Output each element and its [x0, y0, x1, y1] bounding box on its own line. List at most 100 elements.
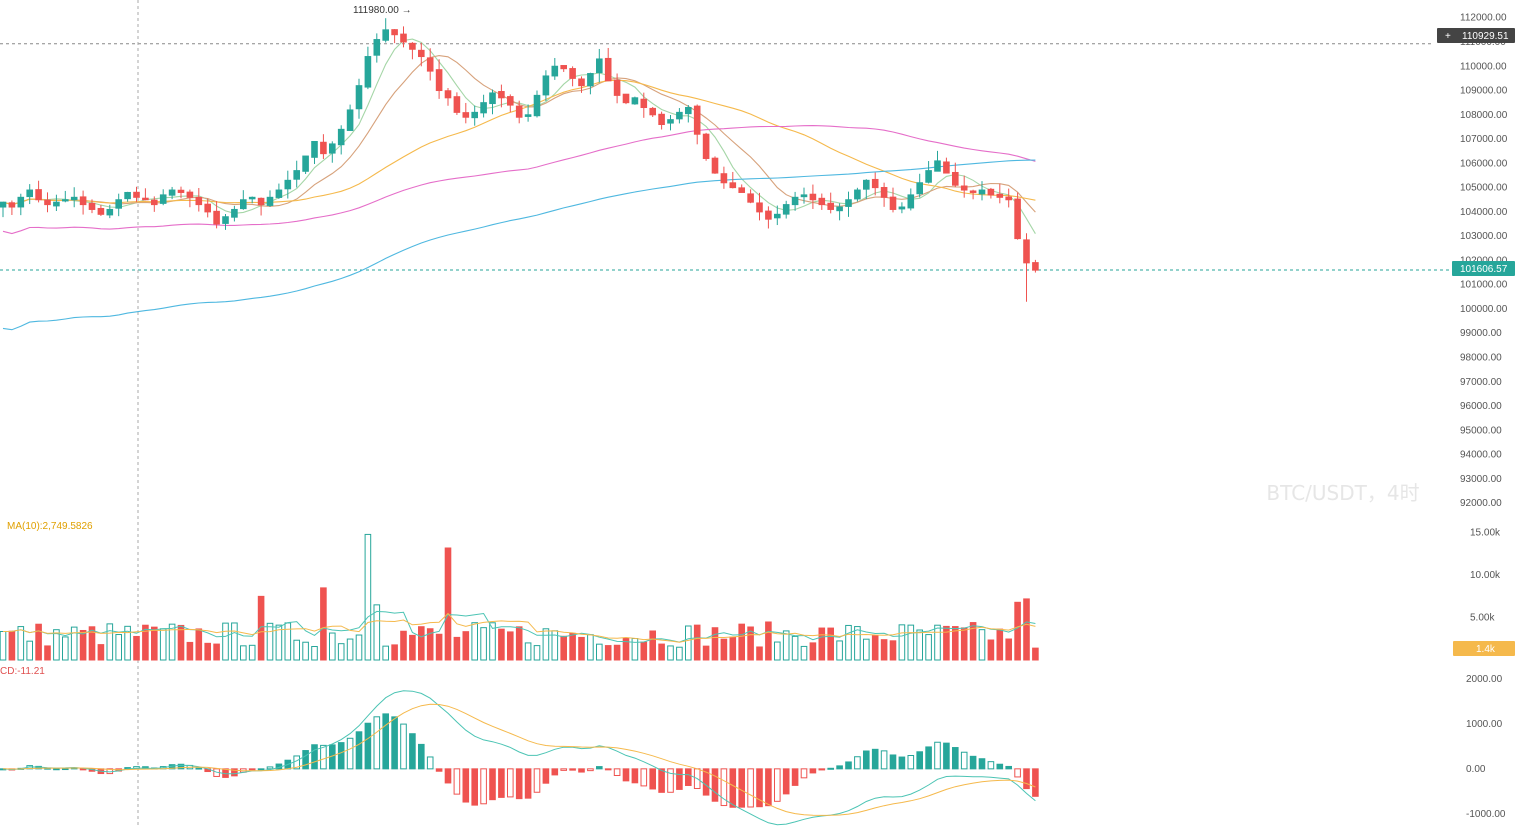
macd-panel[interactable]	[0, 690, 1039, 826]
volume-bar	[8, 630, 16, 661]
volume-bar	[960, 627, 968, 661]
candle-body	[151, 199, 158, 206]
macd-histogram-bar	[800, 768, 808, 779]
candle-body-fill	[632, 97, 638, 104]
volume-bar	[106, 623, 114, 661]
volume-bar	[142, 624, 149, 661]
volume-bar	[774, 641, 781, 661]
candle-body-fill	[374, 39, 380, 56]
candle-body-fill	[302, 156, 309, 172]
last-price-tag: 101606.57	[1452, 261, 1515, 276]
candle-body-fill	[471, 112, 478, 118]
candle-body-fill	[480, 102, 487, 113]
volume-bar	[1032, 647, 1039, 661]
macd-histogram-bar	[613, 768, 621, 776]
macd-histogram-bar	[266, 766, 274, 770]
candle-body	[400, 33, 407, 43]
candle-body-fill	[934, 160, 941, 172]
candle-body	[320, 141, 327, 155]
candle-body	[711, 157, 719, 174]
volume-bar	[827, 627, 835, 661]
volume-bar	[720, 638, 728, 661]
last-price-label: 101606.57	[1460, 264, 1508, 275]
price-tick-label: 94000.00	[1460, 450, 1502, 461]
volume-bar	[79, 629, 87, 661]
volume-bar	[471, 622, 478, 661]
candle-body	[871, 178, 879, 189]
macd-histogram-bar	[738, 768, 746, 808]
candle-body-fill	[534, 95, 540, 116]
candle-body	[693, 105, 701, 135]
candle-body	[952, 171, 959, 186]
candle-body-fill	[685, 107, 692, 114]
macd-histogram-bar	[774, 768, 781, 802]
macd-histogram-bar	[311, 744, 318, 770]
volume-bar	[44, 645, 51, 661]
candle-body	[426, 57, 434, 72]
volume-bar	[791, 635, 799, 661]
volume-bar	[987, 639, 995, 661]
candle-body	[818, 197, 826, 206]
volume-bar	[53, 629, 60, 661]
volume-bar	[435, 633, 443, 661]
candle-body	[969, 190, 977, 193]
volume-tick-label: 10.00k	[1470, 570, 1501, 581]
volume-bar	[195, 628, 203, 661]
candle-body	[996, 193, 1004, 198]
macd-histogram-bar	[898, 756, 906, 770]
volume-bar	[943, 625, 950, 661]
volume-bar	[809, 642, 817, 661]
candle-body-fill	[676, 112, 683, 119]
price-tick-label: 105000.00	[1460, 183, 1508, 194]
volume-bar	[667, 645, 674, 661]
price-tick-label: 107000.00	[1460, 134, 1508, 145]
candle-body-fill	[115, 199, 122, 209]
candle-body-fill	[845, 199, 852, 207]
macd-histogram-bar	[765, 768, 772, 807]
macd-histogram-bar	[854, 756, 861, 770]
candle-body	[578, 78, 585, 87]
candle-body-fill	[863, 180, 870, 190]
volume-bar	[863, 638, 870, 661]
price-axis[interactable]: 112000.00111000.00110000.00109000.001080…	[1460, 13, 1508, 820]
volume-bar	[444, 547, 452, 661]
macd-histogram-bar	[782, 768, 790, 795]
volume-bar	[560, 635, 568, 661]
macd-histogram-bar	[444, 768, 452, 784]
high-price-marker: 111980.00 →	[353, 5, 412, 16]
volume-bar	[978, 629, 986, 661]
macd-histogram-bar	[756, 768, 763, 808]
candle-body	[702, 133, 710, 159]
macd-histogram-bar	[542, 768, 550, 784]
macd-histogram-bar	[373, 716, 381, 770]
volume-bar	[658, 643, 665, 661]
volume-bar	[996, 628, 1004, 661]
volume-bar	[302, 641, 309, 661]
volume-panel[interactable]	[0, 533, 1039, 661]
volume-bar	[346, 638, 354, 661]
candle-body	[720, 173, 728, 184]
macd-histogram-bar	[987, 761, 995, 770]
volume-bar	[133, 635, 140, 661]
macd-histogram-bar	[248, 768, 256, 771]
price-tick-label: 108000.00	[1460, 110, 1508, 121]
price-panel[interactable]	[0, 0, 1450, 828]
price-tick-label: 104000.00	[1460, 207, 1508, 218]
candle-body-fill	[160, 194, 166, 204]
macd-histogram-bar	[587, 768, 594, 772]
volume-bar	[70, 626, 78, 661]
volume-bar	[231, 622, 238, 661]
macd-histogram-bar	[1032, 768, 1039, 797]
candle-body	[765, 210, 772, 220]
volume-bar	[489, 622, 496, 661]
candle-body-fill	[124, 192, 131, 199]
macd-histogram-bar	[960, 751, 968, 770]
candle-body	[498, 91, 505, 99]
volume-bar	[62, 636, 69, 661]
volume-bar	[329, 632, 336, 661]
macd-histogram-bar	[809, 768, 817, 774]
candle-body	[1023, 239, 1030, 264]
volume-bar	[845, 624, 852, 661]
candle-body	[453, 96, 461, 113]
